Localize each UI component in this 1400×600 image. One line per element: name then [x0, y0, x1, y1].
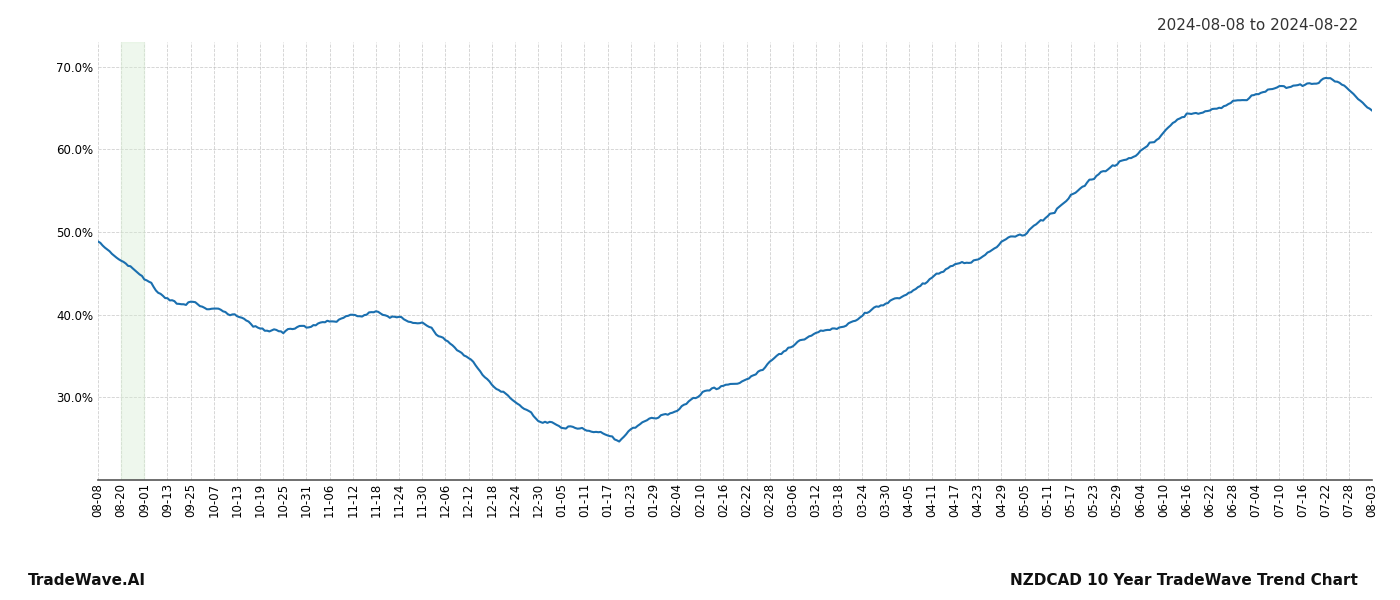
Text: 2024-08-08 to 2024-08-22: 2024-08-08 to 2024-08-22 — [1156, 18, 1358, 33]
Text: TradeWave.AI: TradeWave.AI — [28, 573, 146, 588]
Text: NZDCAD 10 Year TradeWave Trend Chart: NZDCAD 10 Year TradeWave Trend Chart — [1011, 573, 1358, 588]
Bar — [122, 42, 144, 480]
